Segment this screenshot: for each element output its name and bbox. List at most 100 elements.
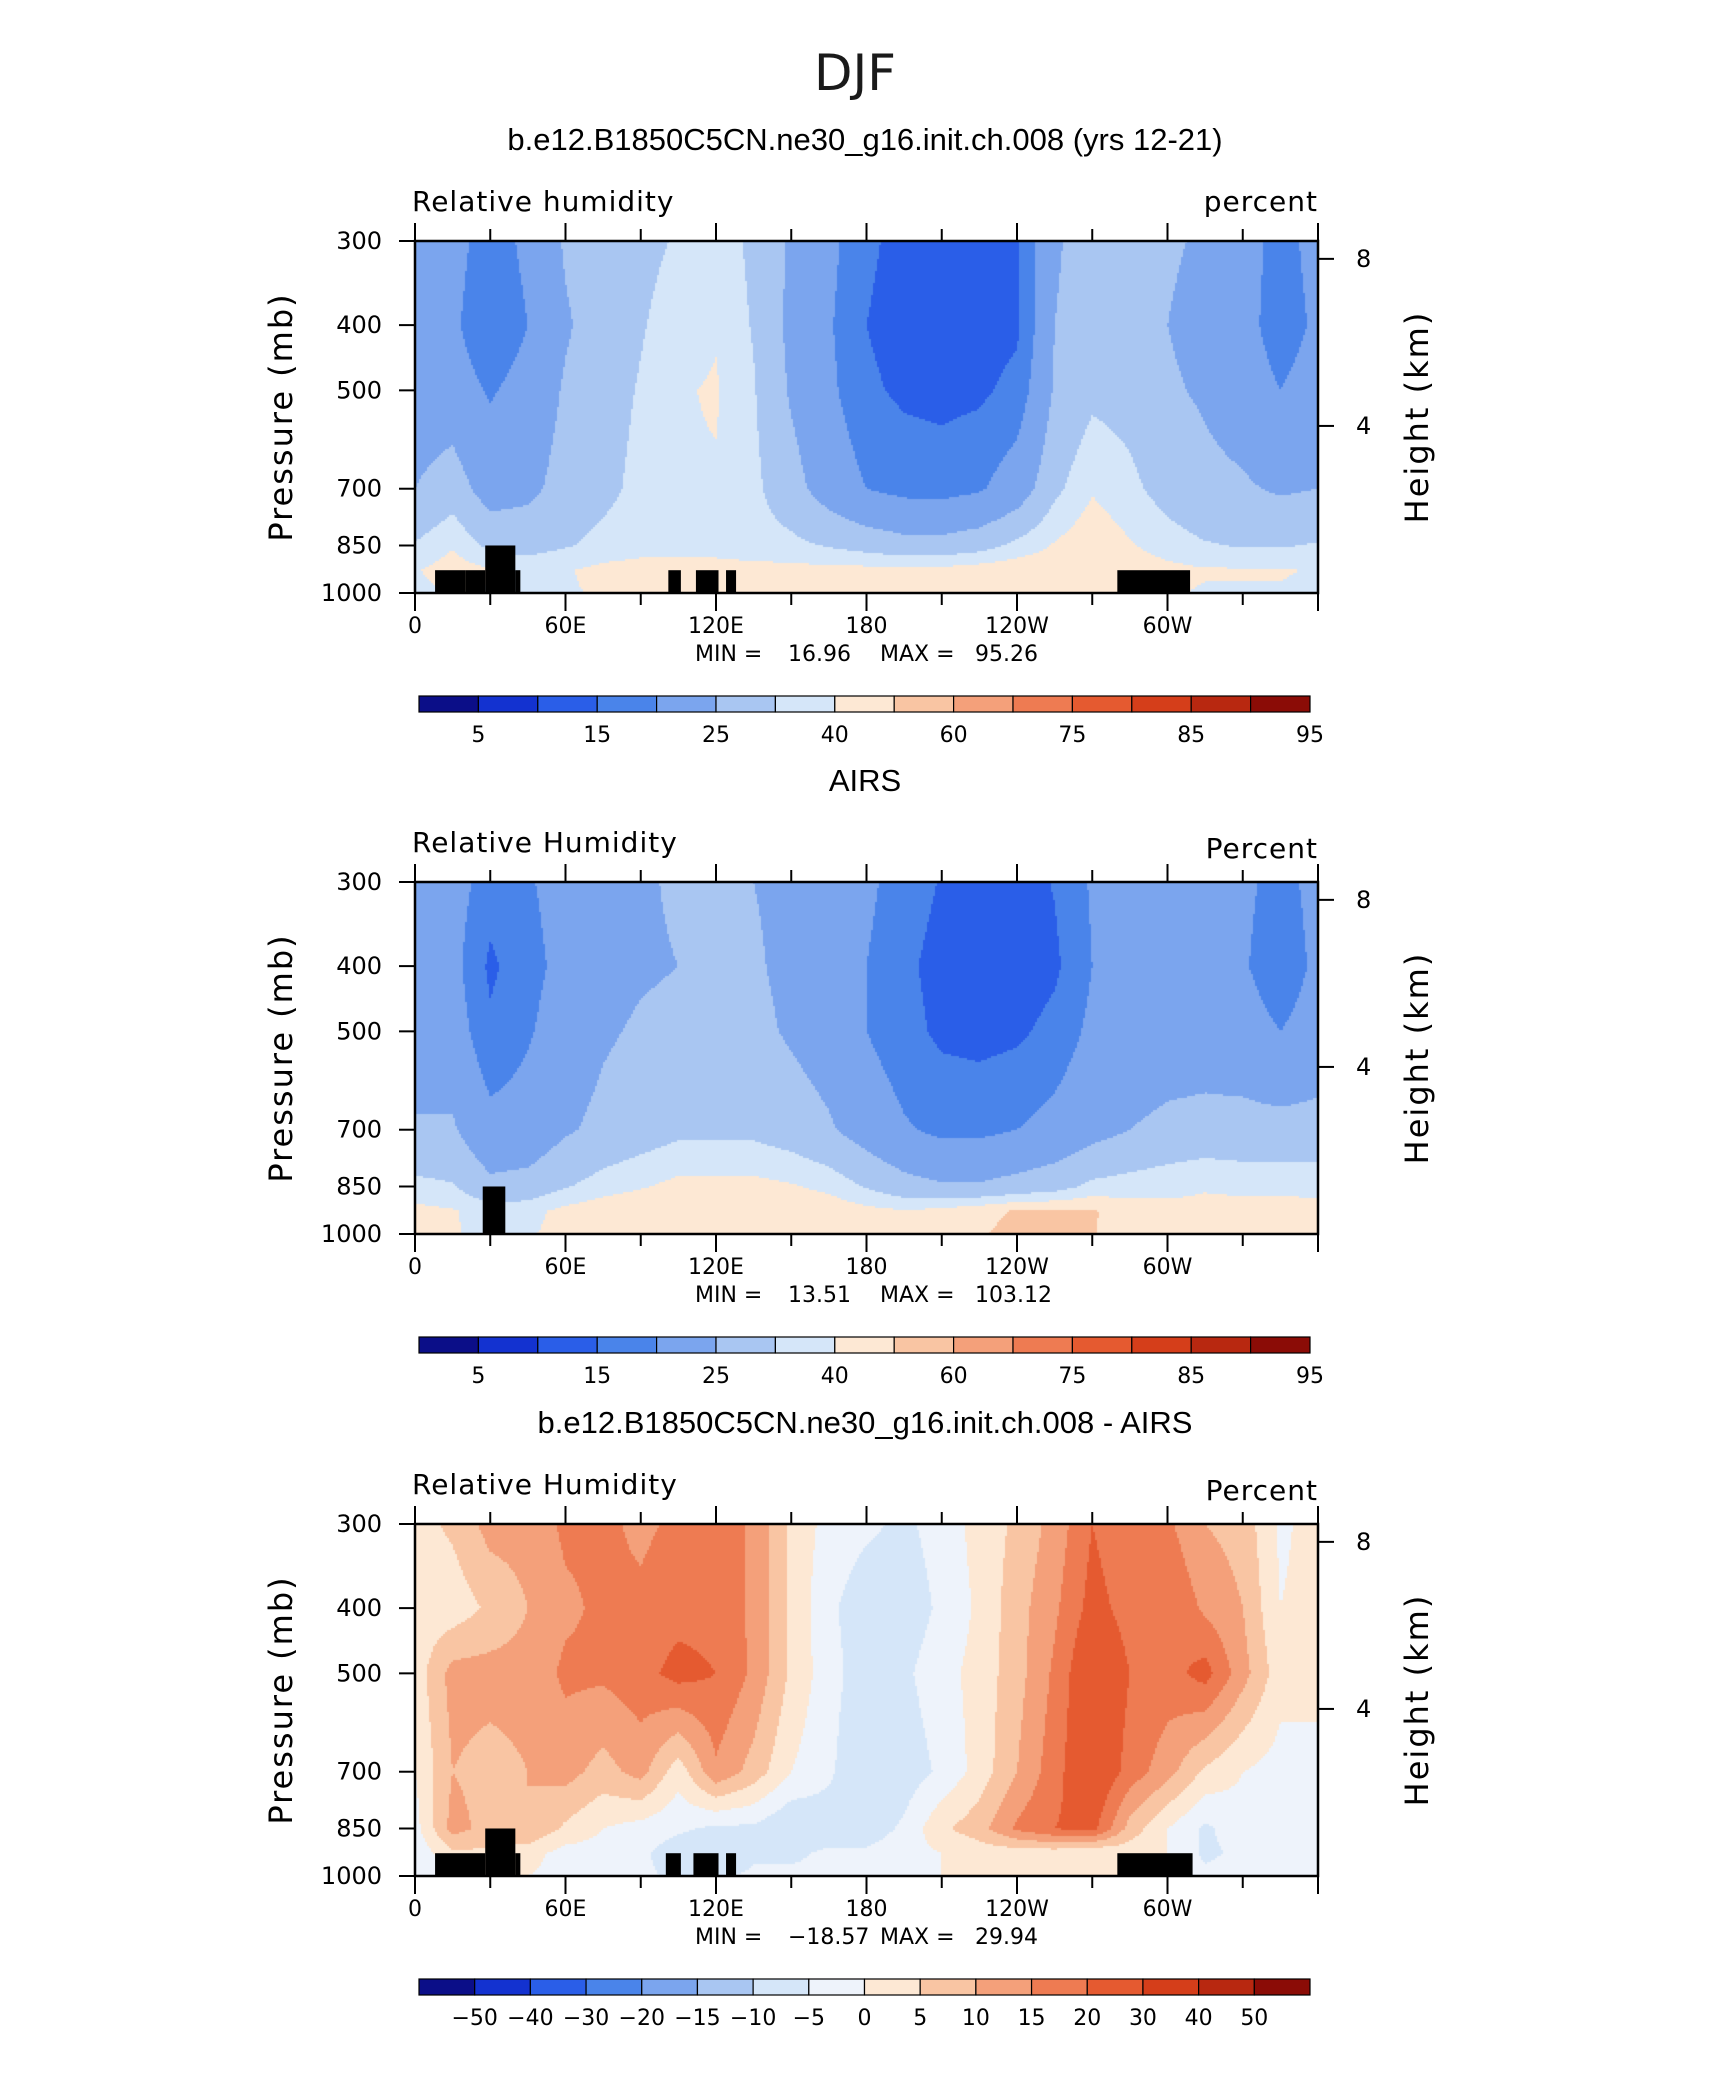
topography-block bbox=[515, 570, 521, 593]
colorbar: −50 −40 −30 −20 −15 −10 −5 0 5 10 15 20 30 40 50 bbox=[418, 1978, 1311, 2031]
topography-block bbox=[435, 570, 466, 593]
topography-block bbox=[665, 1853, 681, 1876]
x-tick-label: 60W bbox=[1143, 614, 1193, 639]
y-tick-label: 700 bbox=[336, 1116, 382, 1144]
colorbar-box bbox=[1142, 1978, 1200, 1996]
x-tick-label: 120E bbox=[688, 1897, 744, 1922]
topography-block bbox=[668, 570, 681, 593]
colorbar-box bbox=[1249, 695, 1311, 713]
colorbar-label: 95 bbox=[1296, 1364, 1324, 1389]
colorbar-box bbox=[774, 1336, 836, 1354]
colorbar-box bbox=[1249, 1336, 1311, 1354]
colorbar-box bbox=[696, 1978, 754, 1996]
colorbar-box bbox=[834, 695, 895, 713]
colorbar-label: 40 bbox=[1185, 2006, 1213, 2031]
colorbar-box bbox=[1198, 1978, 1255, 1996]
y-tick-label: 1000 bbox=[321, 1220, 382, 1248]
topography-block bbox=[435, 1853, 486, 1876]
colorbar-box bbox=[418, 1336, 480, 1354]
topography-block bbox=[482, 1186, 506, 1234]
colorbar-box bbox=[715, 695, 777, 713]
y2-axis-title: Height (km) bbox=[1398, 952, 1436, 1165]
colorbar-label: 75 bbox=[1058, 723, 1086, 748]
max-label: MAX = bbox=[880, 642, 955, 667]
x-tick-label: 120W bbox=[985, 614, 1049, 639]
x-tick-label: 60E bbox=[545, 1255, 587, 1280]
y-tick-label: 850 bbox=[336, 1172, 382, 1200]
y-tick-label: 700 bbox=[336, 475, 382, 503]
panel-2: AIRS Relative Humidity Percent 0 60E 120E 180 1… bbox=[262, 763, 1436, 1389]
colorbar-label: −50 bbox=[451, 2006, 497, 2031]
panel-title: b.e12.B1850C5CN.ne30_g16.init.ch.008 - A… bbox=[538, 1405, 1193, 1440]
colorbar-label: −15 bbox=[674, 2006, 720, 2031]
colorbar-box bbox=[1131, 695, 1192, 713]
colorbar-box bbox=[1086, 1978, 1144, 1996]
colorbar-label: 40 bbox=[821, 723, 849, 748]
colorbar-box bbox=[952, 1336, 1014, 1354]
colorbar-box bbox=[1030, 1978, 1088, 1996]
x-tick-label: 60E bbox=[545, 614, 587, 639]
y-tick-label: 300 bbox=[336, 227, 382, 255]
colorbar-box bbox=[715, 1336, 777, 1354]
y2-tick-label: 8 bbox=[1356, 886, 1371, 914]
y-axis-title: Pressure (mb) bbox=[262, 933, 300, 1182]
y-tick-label: 850 bbox=[336, 531, 382, 559]
y-axis-title: Pressure (mb) bbox=[262, 1575, 300, 1824]
colorbar-box bbox=[863, 1978, 921, 1996]
colorbar-box bbox=[975, 1978, 1033, 1996]
topography-block bbox=[485, 545, 516, 593]
x-tick-label: 60E bbox=[545, 1897, 587, 1922]
colorbar-label: 60 bbox=[940, 1364, 968, 1389]
panel-1: b.e12.B1850C5CN.ne30_g16.init.ch.008 (yr… bbox=[262, 122, 1436, 748]
x-tick-label: 60W bbox=[1143, 1255, 1193, 1280]
colorbar-label: 15 bbox=[583, 1364, 611, 1389]
topography-block bbox=[465, 570, 486, 593]
topography-block bbox=[485, 1828, 516, 1876]
y2-axis-title: Height (km) bbox=[1398, 1594, 1436, 1807]
y-tick-label: 1000 bbox=[321, 579, 382, 607]
y-tick-label: 300 bbox=[336, 868, 382, 896]
colorbar-box bbox=[1071, 695, 1133, 713]
min-value: 16.96 bbox=[788, 642, 851, 667]
colorbar-box bbox=[641, 1978, 699, 1996]
colorbar-label: 5 bbox=[471, 1364, 485, 1389]
y2-tick-label: 4 bbox=[1356, 412, 1371, 440]
colorbar-box bbox=[1253, 1978, 1311, 1996]
y-axis-title: Pressure (mb) bbox=[262, 292, 300, 541]
colorbar-label: 50 bbox=[1240, 2006, 1268, 2031]
colorbar-label: −20 bbox=[619, 2006, 665, 2031]
x-tick-label: 180 bbox=[846, 1255, 888, 1280]
panel-3: b.e12.B1850C5CN.ne30_g16.init.ch.008 - A… bbox=[262, 1405, 1436, 2031]
colorbar-label: 20 bbox=[1073, 2006, 1101, 2031]
min-label: MIN = bbox=[695, 642, 762, 667]
variable-label: Relative Humidity bbox=[412, 1468, 678, 1501]
topography-block bbox=[1117, 570, 1191, 593]
colorbar-box bbox=[477, 695, 539, 713]
colorbar-label: 5 bbox=[913, 2006, 927, 2031]
contour-field bbox=[415, 241, 1318, 593]
colorbar-box bbox=[596, 695, 658, 713]
y-tick-label: 300 bbox=[336, 1510, 382, 1538]
x-tick-label: 120W bbox=[985, 1897, 1049, 1922]
colorbar-label: 60 bbox=[940, 723, 968, 748]
contour-field bbox=[415, 882, 1318, 1234]
colorbar-box bbox=[418, 1978, 476, 1996]
colorbar-box bbox=[477, 1336, 539, 1354]
y2-tick-label: 4 bbox=[1356, 1695, 1371, 1723]
units-label: Percent bbox=[1206, 832, 1318, 865]
colorbar-label: −10 bbox=[730, 2006, 776, 2031]
colorbar-label: 75 bbox=[1058, 1364, 1086, 1389]
colorbar-box bbox=[537, 695, 598, 713]
max-value: 103.12 bbox=[975, 1283, 1052, 1308]
max-label: MAX = bbox=[880, 1283, 955, 1308]
max-label: MAX = bbox=[880, 1925, 955, 1950]
colorbar-label: 85 bbox=[1177, 723, 1205, 748]
x-tick-label: 60W bbox=[1143, 1897, 1193, 1922]
max-value: 29.94 bbox=[975, 1925, 1038, 1950]
colorbar-box bbox=[1071, 1336, 1133, 1354]
colorbar-box bbox=[537, 1336, 598, 1354]
topography-block bbox=[726, 1853, 737, 1876]
colorbar-box bbox=[529, 1978, 587, 1996]
colorbar-box bbox=[596, 1336, 658, 1354]
colorbar-label: 10 bbox=[962, 2006, 990, 2031]
